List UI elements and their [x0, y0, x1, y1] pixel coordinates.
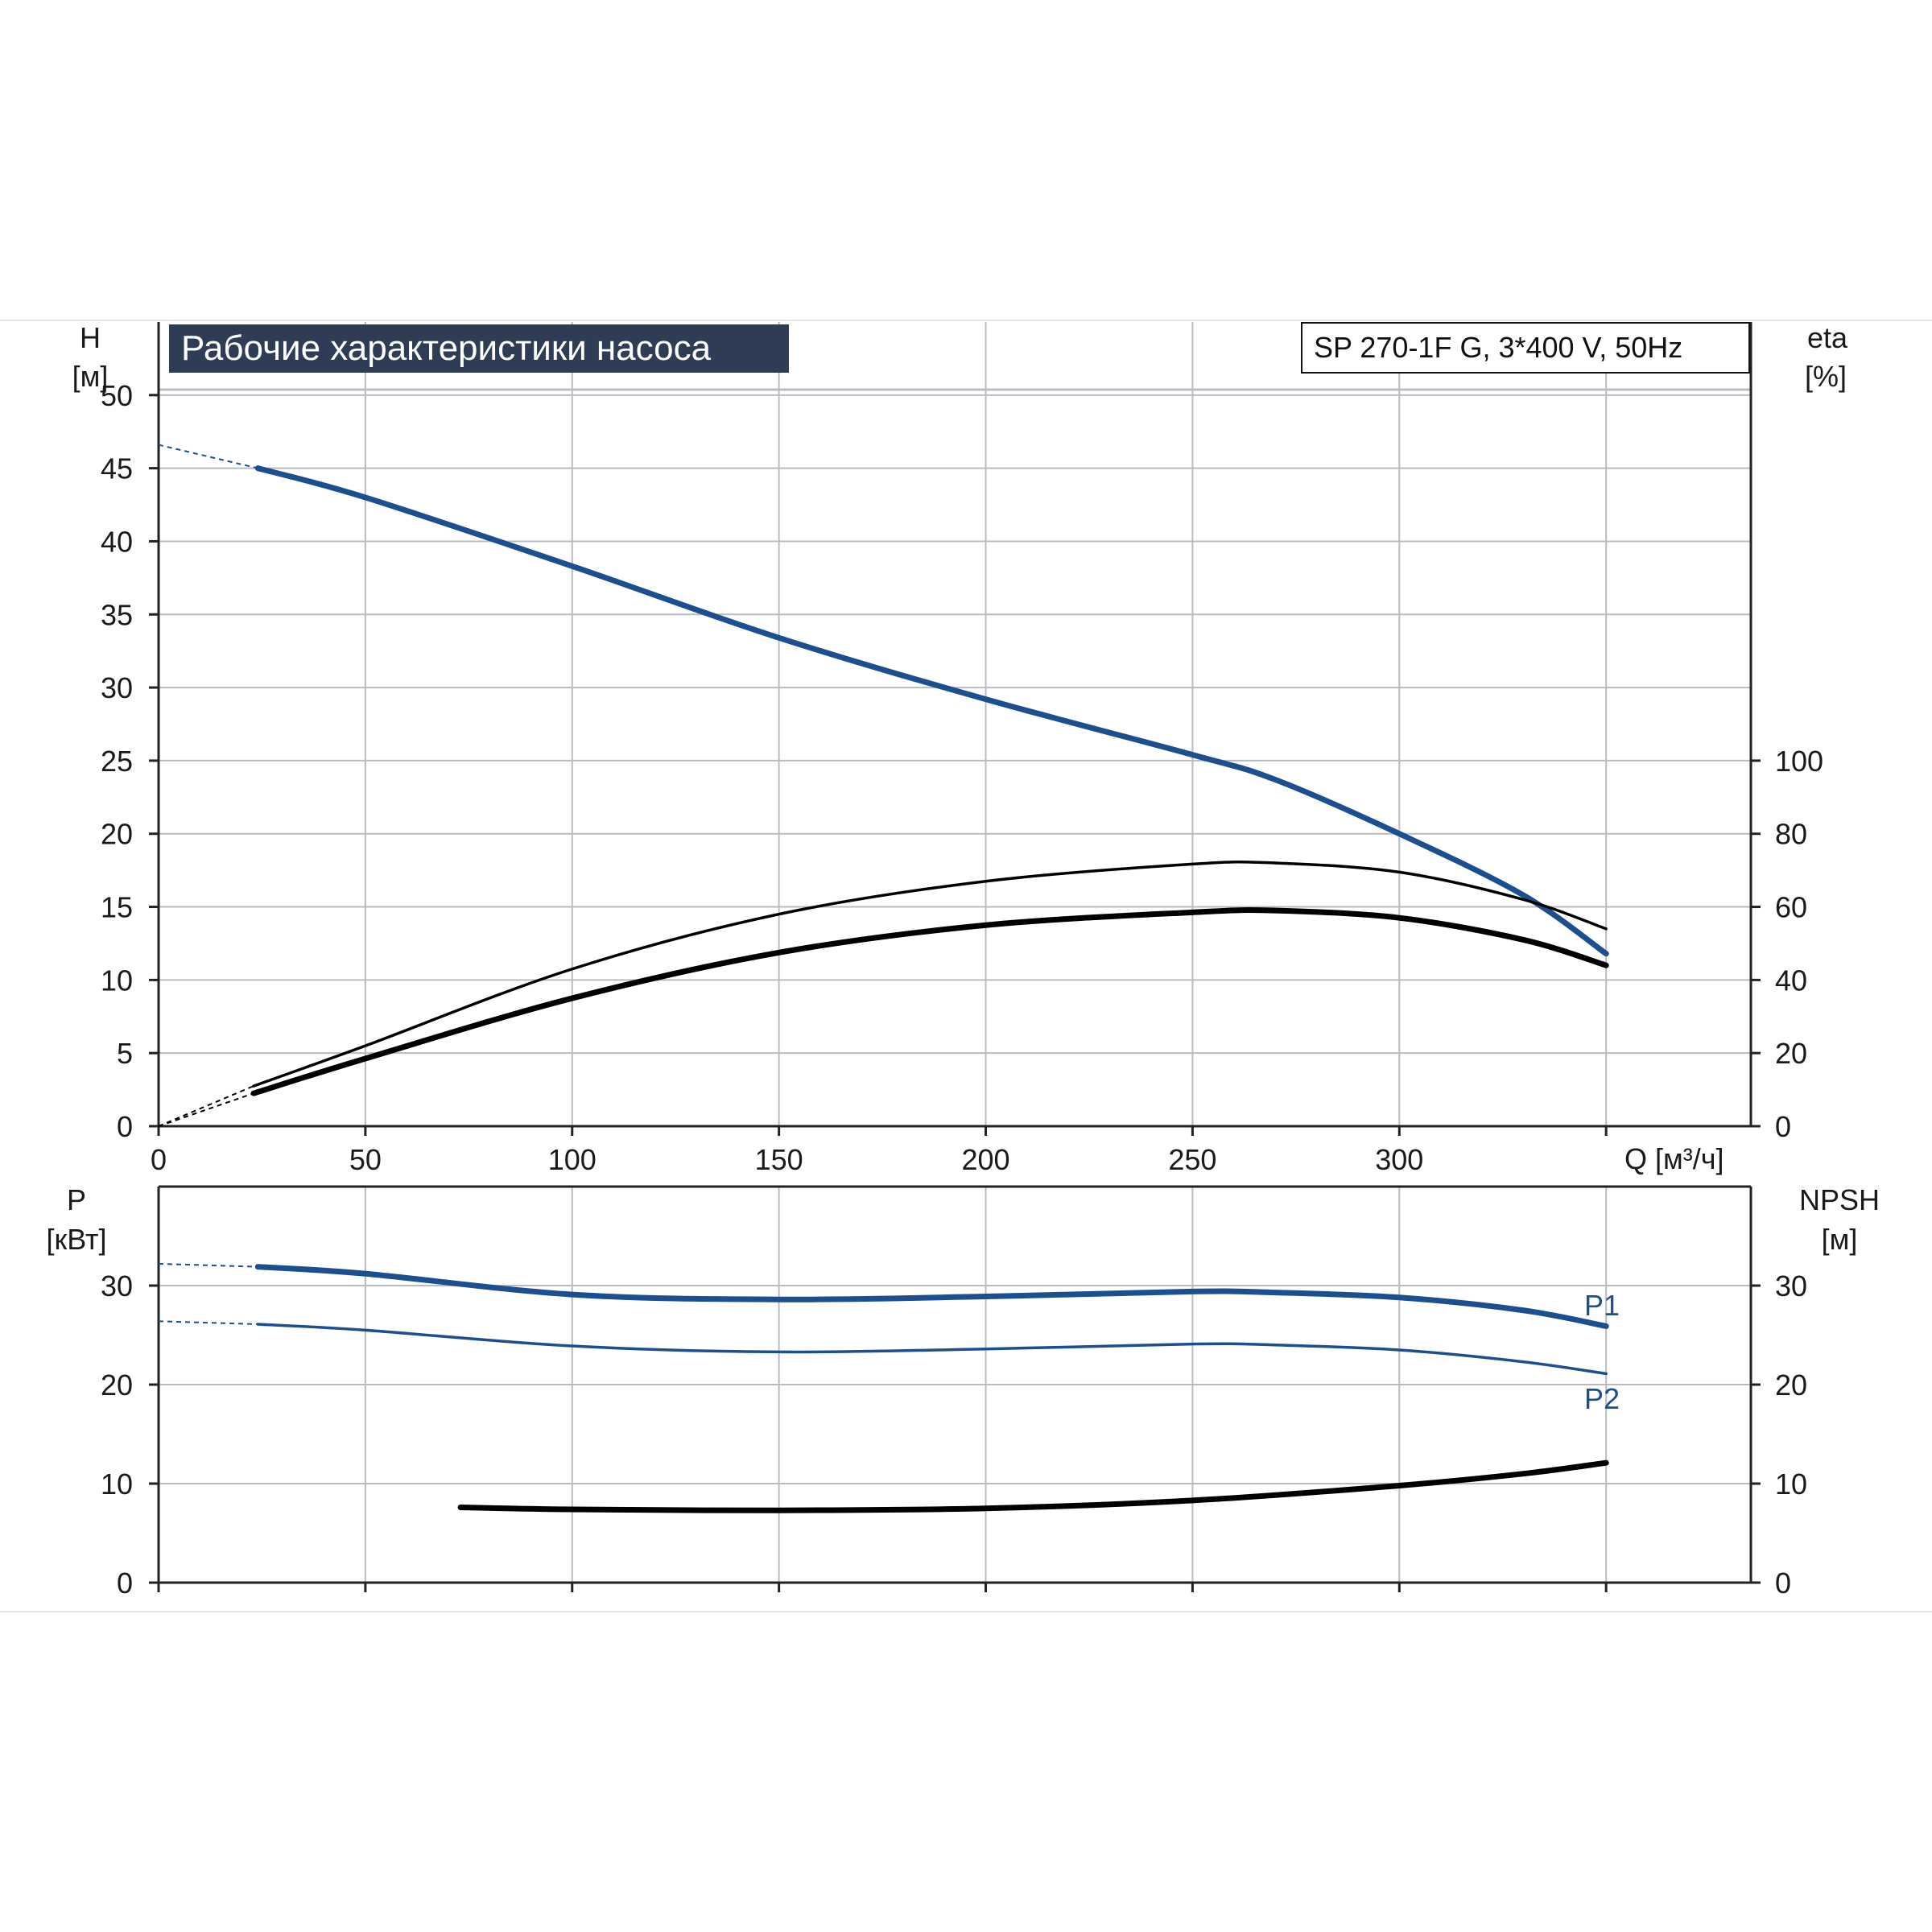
title-badge: Рабочие характеристики насоса	[169, 324, 789, 373]
power-panel-right-tick-label: 30	[1775, 1269, 1807, 1302]
head-panel-left-tick-label: 30	[101, 671, 133, 704]
head-panel-x-tick-label: 200	[961, 1143, 1009, 1176]
power-panel-left-tick-label: 30	[101, 1269, 133, 1302]
head-panel-x-tick-label: 300	[1375, 1143, 1423, 1176]
head-panel-left-tick-label: 20	[101, 818, 133, 851]
power-panel-left-tick-label: 0	[117, 1567, 133, 1600]
npsh-axis-unit: [м]	[1822, 1223, 1858, 1256]
head-panel-left-tick-label: 25	[101, 745, 133, 778]
head-panel-right-tick-label: 0	[1775, 1110, 1791, 1143]
series-label-p1: P1	[1584, 1289, 1620, 1322]
model-box: SP 270-1F G, 3*400 V, 50Hz	[1301, 322, 1750, 374]
power-panel-left-tick-label: 20	[101, 1368, 133, 1402]
head-axis-unit: [м]	[72, 360, 109, 393]
head-panel-series-1-line	[252, 860, 1608, 1088]
head-panel-left-tick-label: 35	[101, 598, 133, 631]
head-axis-symbol: H	[80, 321, 101, 354]
model-box-frame	[1301, 322, 1750, 374]
power-panel-right-tick-label: 0	[1775, 1567, 1791, 1600]
head-panel-left-tick-label: 45	[101, 452, 133, 485]
power-panel-series-1-line	[256, 1323, 1608, 1376]
power-axis-symbol: P	[67, 1183, 86, 1216]
head-panel-right-tick-label: 20	[1775, 1037, 1807, 1070]
head-panel-right-tick-label: 100	[1775, 745, 1823, 778]
head-panel-x-tick-label: 100	[548, 1143, 597, 1176]
head-panel-right-tick-label: 80	[1775, 818, 1807, 851]
head-panel-left-tick-label: 10	[101, 964, 133, 997]
grid-layer	[159, 322, 1751, 1583]
head-panel-left-tick-label: 40	[101, 525, 133, 558]
power-panel-left-tick-label: 10	[101, 1468, 133, 1501]
series-layer	[158, 444, 1609, 1513]
power-axis-unit: [кВт]	[46, 1223, 106, 1256]
head-panel-series-0-line	[254, 465, 1609, 957]
head-panel-x-tick-label: 0	[151, 1143, 167, 1176]
head-panel-left-tick-label: 15	[101, 891, 133, 924]
eta-axis-symbol: eta	[1807, 321, 1848, 354]
flow-axis-label: Q [м³/ч]	[1624, 1142, 1724, 1175]
power-panel-right-tick-label: 10	[1775, 1468, 1807, 1501]
head-panel-right-tick-label: 60	[1775, 891, 1807, 924]
series-label-p2: P2	[1584, 1382, 1620, 1415]
eta-axis-unit: [%]	[1805, 360, 1847, 393]
power-panel-series-1-extrapolation	[158, 1320, 258, 1325]
power-panel-series-2-line	[457, 1459, 1609, 1513]
head-panel-left-tick-label: 0	[117, 1110, 133, 1143]
head-panel-x-tick-label: 50	[349, 1143, 382, 1176]
power-panel-series-0-extrapolation	[158, 1262, 258, 1268]
head-panel-x-tick-label: 250	[1168, 1143, 1216, 1176]
title-background	[169, 324, 789, 373]
npsh-axis-symbol: NPSH	[1799, 1183, 1880, 1216]
head-panel-series-2-extrapolation	[158, 1092, 254, 1127]
model-label: SP 270-1F G, 3*400 V, 50Hz	[1314, 331, 1682, 364]
head-panel-left-tick-label: 5	[117, 1037, 133, 1070]
power-panel-right-tick-label: 20	[1775, 1368, 1807, 1402]
chart-title: Рабочие характеристики насоса	[181, 328, 712, 368]
head-panel-series-2-line	[250, 907, 1609, 1096]
head-panel-right-tick-label: 40	[1775, 964, 1807, 997]
head-panel-left-tick-label: 50	[101, 379, 133, 412]
head-panel-x-tick-label: 150	[755, 1143, 803, 1176]
power-panel-series-0-line	[254, 1264, 1609, 1329]
